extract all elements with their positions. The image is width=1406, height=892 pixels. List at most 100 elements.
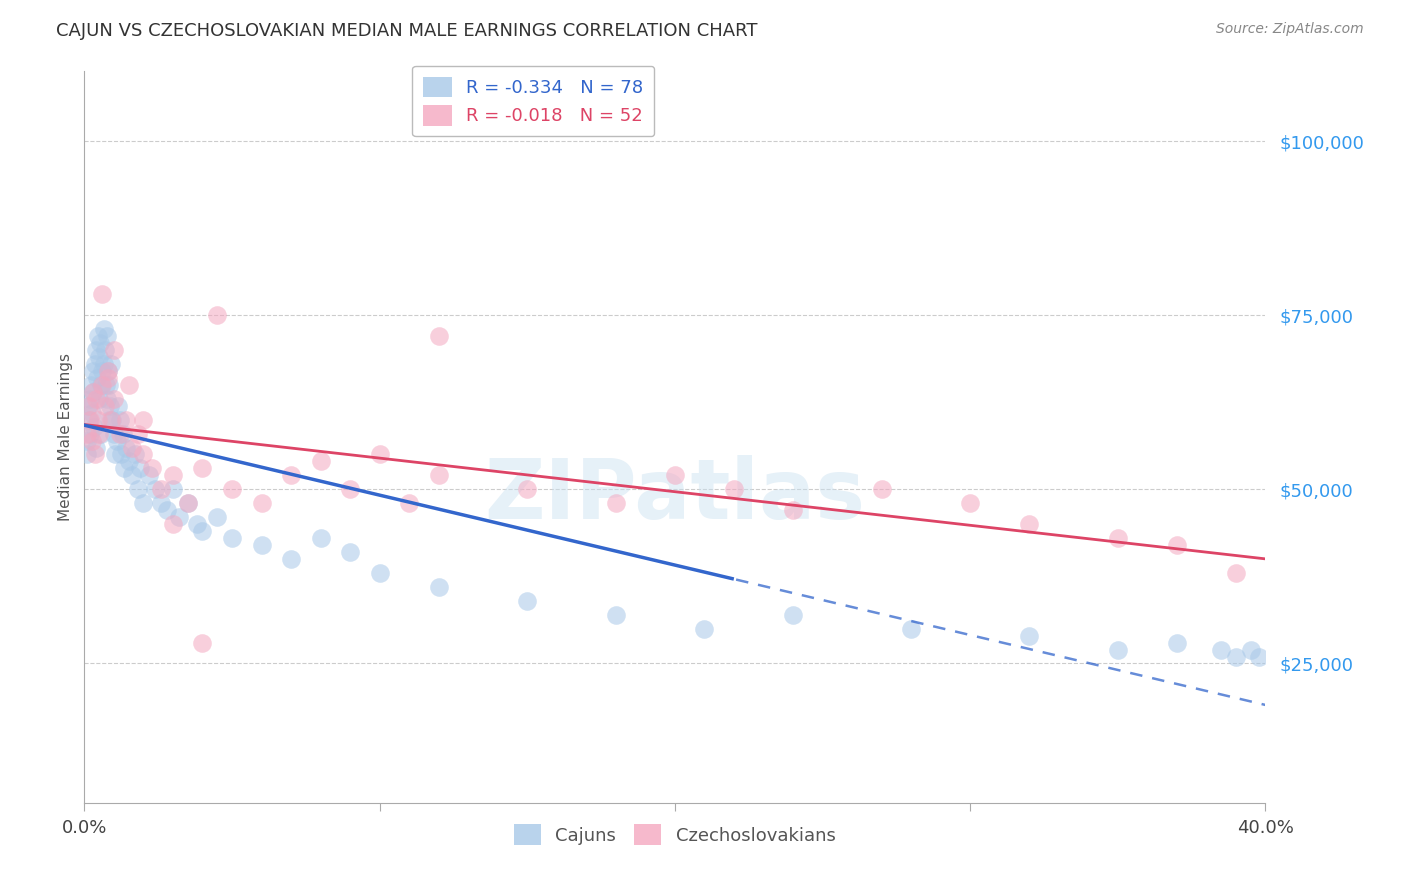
Point (132, 448, 155, 462)
Point (1225, 649, 1247, 664)
Point (177, 496, 200, 510)
Point (1249, 649, 1271, 664)
Point (82, 364, 104, 378)
Point (664, 468, 686, 483)
Point (84, 343, 107, 357)
Point (150, 496, 173, 510)
Point (86, 412, 108, 426)
Legend: Cajuns, Czechoslovakians: Cajuns, Czechoslovakians (506, 817, 844, 852)
Point (94, 377, 117, 392)
Point (104, 448, 127, 462)
Point (207, 510, 229, 524)
Point (98, 399, 121, 413)
Point (516, 483, 538, 497)
Point (94, 343, 117, 357)
Point (114, 412, 136, 426)
Point (79, 392, 101, 406)
Point (86, 371, 108, 385)
Point (127, 483, 149, 497)
Point (82, 384, 104, 399)
Point (77, 399, 100, 413)
Text: CAJUN VS CZECHOSLOVAKIAN MEDIAN MALE EARNINGS CORRELATION CHART: CAJUN VS CZECHOSLOVAKIAN MEDIAN MALE EAR… (56, 22, 758, 40)
Point (101, 412, 124, 426)
Point (221, 531, 243, 545)
Point (280, 468, 302, 483)
Point (97, 371, 120, 385)
Point (1018, 629, 1040, 643)
Point (89, 336, 111, 351)
Point (76, 426, 98, 441)
Point (87, 392, 111, 406)
Point (103, 426, 125, 441)
Point (516, 594, 538, 608)
Point (83, 448, 105, 462)
Point (167, 510, 190, 524)
Point (162, 483, 184, 497)
Point (84, 441, 107, 455)
Point (129, 461, 152, 475)
Point (162, 517, 184, 532)
Point (97, 412, 120, 426)
Point (1166, 635, 1188, 649)
Point (368, 566, 391, 580)
Point (207, 308, 229, 322)
Point (105, 434, 128, 448)
Point (107, 399, 129, 413)
Point (870, 483, 893, 497)
Point (76, 448, 98, 462)
Point (132, 496, 155, 510)
Point (221, 483, 243, 497)
Point (77, 399, 100, 413)
Point (143, 483, 166, 497)
Point (1018, 517, 1040, 532)
Point (1211, 642, 1233, 657)
Point (83, 357, 105, 371)
Point (84, 392, 107, 406)
Point (141, 461, 163, 475)
Point (280, 552, 302, 566)
Point (100, 412, 122, 426)
Point (177, 496, 200, 510)
Point (97, 364, 120, 378)
Point (427, 329, 450, 343)
Point (186, 517, 208, 532)
Point (100, 357, 122, 371)
Point (1166, 538, 1188, 552)
Point (127, 426, 149, 441)
Point (90, 426, 112, 441)
Point (162, 468, 184, 483)
Point (76, 434, 98, 448)
Point (1107, 531, 1129, 545)
Point (114, 441, 136, 455)
Point (900, 622, 922, 636)
Point (782, 503, 804, 517)
Point (108, 412, 131, 426)
Point (427, 580, 450, 594)
Point (191, 461, 214, 475)
Point (138, 468, 160, 483)
Text: Source: ZipAtlas.com: Source: ZipAtlas.com (1216, 22, 1364, 37)
Point (693, 622, 716, 636)
Point (605, 607, 627, 622)
Point (87, 426, 111, 441)
Point (77, 412, 100, 426)
Point (309, 454, 332, 468)
Text: ZIPatlas: ZIPatlas (485, 455, 865, 536)
Point (79, 426, 101, 441)
Point (80, 377, 103, 392)
Point (96, 329, 118, 343)
Point (121, 441, 143, 455)
Point (96, 392, 118, 406)
Point (1107, 642, 1129, 657)
Point (1225, 566, 1247, 580)
Point (91, 377, 114, 392)
Point (118, 377, 141, 392)
Point (605, 496, 627, 510)
Point (80, 434, 103, 448)
Point (111, 426, 134, 441)
Point (90, 377, 112, 392)
Point (82, 384, 104, 399)
Point (97, 364, 120, 378)
Point (250, 496, 273, 510)
Point (1240, 642, 1263, 657)
